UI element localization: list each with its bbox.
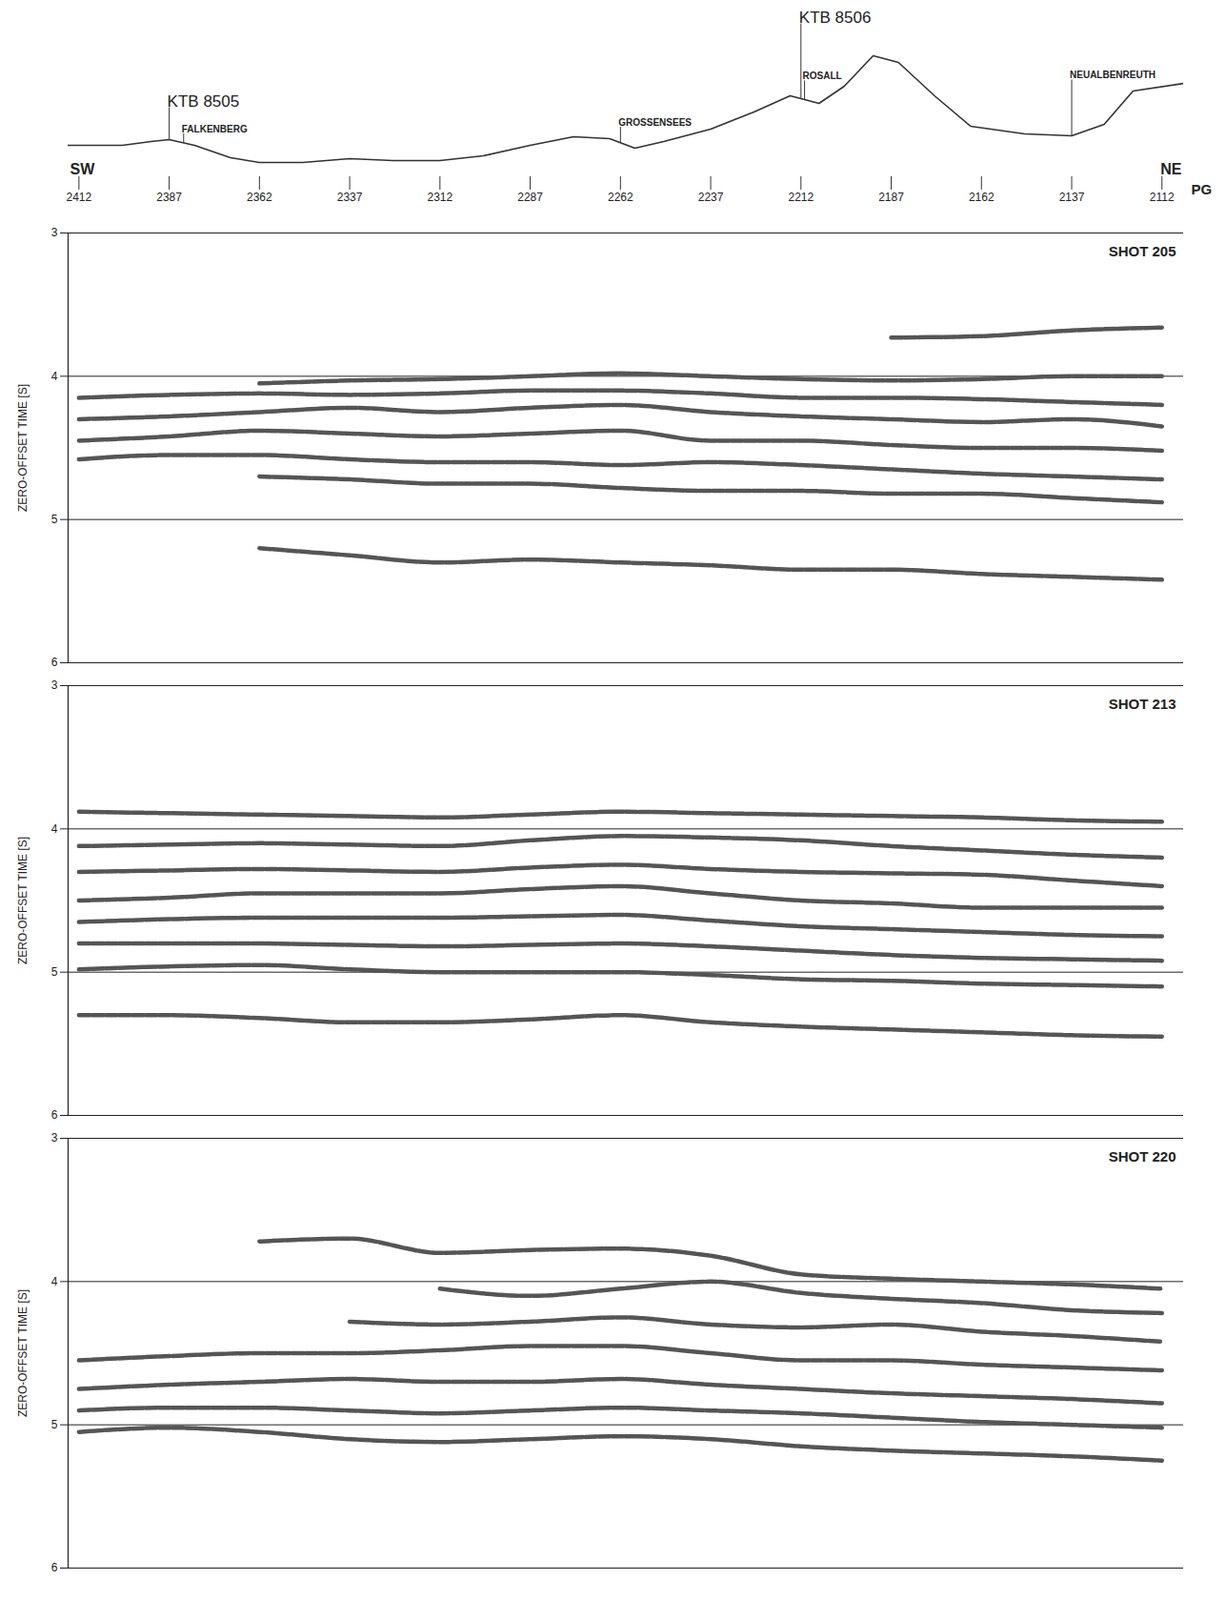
svg-text:4: 4 (51, 822, 59, 836)
svg-text:SHOT 220: SHOT 220 (1108, 1147, 1177, 1165)
svg-text:6: 6 (51, 1107, 59, 1122)
svg-text:2287: 2287 (517, 190, 543, 204)
svg-text:2212: 2212 (787, 190, 814, 204)
svg-text:GROSSENSEES: GROSSENSEES (618, 117, 692, 128)
svg-text:3: 3 (51, 678, 59, 692)
svg-text:2312: 2312 (426, 190, 453, 204)
svg-text:PG: PG (1191, 180, 1213, 198)
svg-text:ROSALL: ROSALL (803, 70, 843, 81)
svg-text:2337: 2337 (337, 190, 363, 204)
svg-text:ZERO-OFFSET TIME [S]: ZERO-OFFSET TIME [S] (16, 383, 30, 512)
svg-text:2412: 2412 (66, 190, 93, 204)
svg-text:2162: 2162 (968, 190, 995, 204)
svg-text:SW: SW (70, 160, 97, 178)
svg-text:NE: NE (1160, 160, 1183, 178)
svg-text:2387: 2387 (156, 190, 182, 204)
svg-text:2187: 2187 (878, 190, 905, 204)
svg-text:5: 5 (51, 1417, 59, 1431)
svg-text:3: 3 (51, 1130, 59, 1145)
svg-text:4: 4 (51, 1274, 59, 1288)
svg-text:ZERO-OFFSET TIME [S]: ZERO-OFFSET TIME [S] (16, 1288, 30, 1417)
svg-text:ZERO-OFFSET TIME [S]: ZERO-OFFSET TIME [S] (16, 836, 30, 965)
svg-text:KTB 8506: KTB 8506 (799, 8, 872, 27)
svg-text:5: 5 (51, 964, 59, 979)
svg-text:2262: 2262 (607, 190, 634, 204)
svg-text:KTB 8505: KTB 8505 (167, 92, 241, 111)
svg-text:NEUALBENREUTH: NEUALBENREUTH (1069, 69, 1156, 81)
svg-text:3: 3 (51, 225, 59, 240)
svg-text:4: 4 (51, 369, 59, 383)
svg-text:SHOT 213: SHOT 213 (1108, 695, 1177, 712)
svg-text:6: 6 (51, 1560, 59, 1574)
svg-text:FALKENBERG: FALKENBERG (181, 123, 248, 135)
svg-text:5: 5 (51, 512, 59, 526)
svg-text:6: 6 (51, 655, 59, 669)
svg-text:2237: 2237 (698, 190, 724, 204)
svg-text:2362: 2362 (246, 190, 273, 204)
svg-text:SHOT 205: SHOT 205 (1108, 242, 1177, 260)
svg-text:2137: 2137 (1059, 190, 1086, 204)
svg-text:2112: 2112 (1149, 190, 1175, 204)
